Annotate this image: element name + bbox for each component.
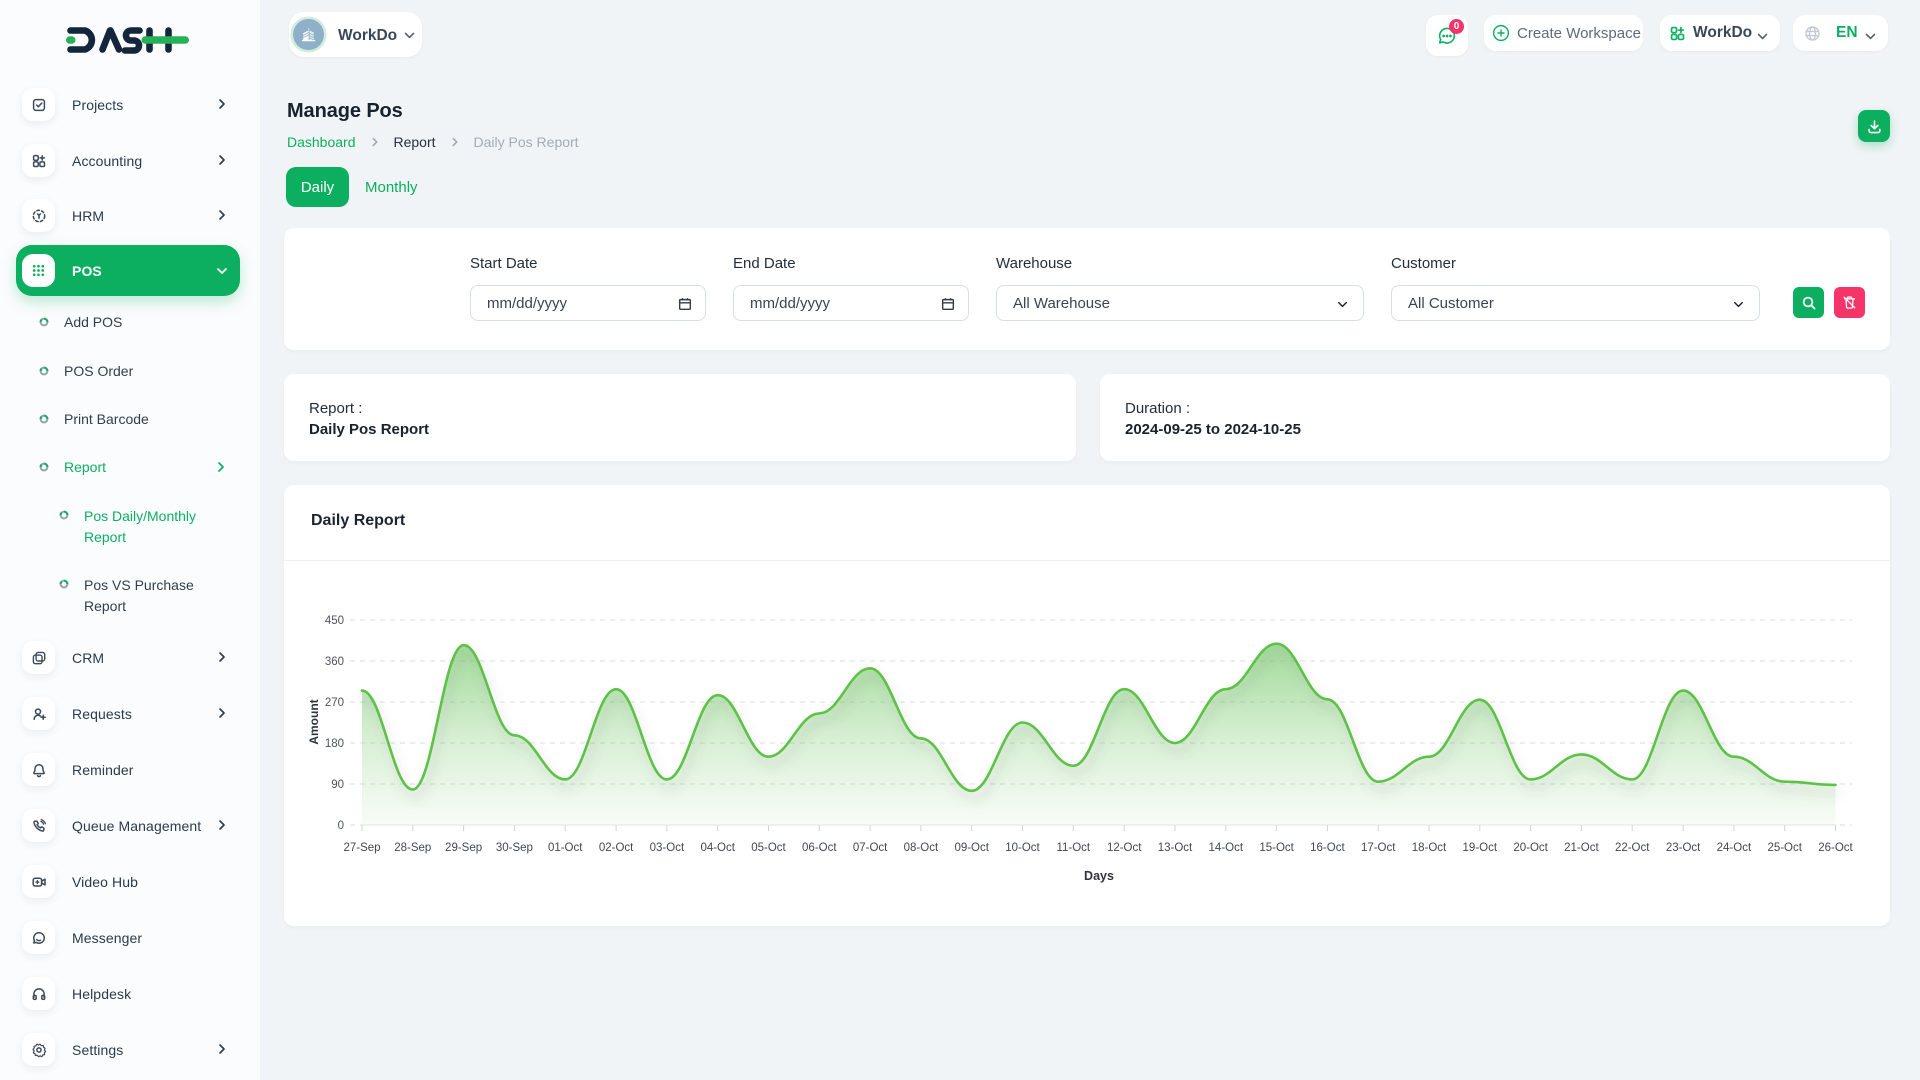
svg-text:15-Oct: 15-Oct [1259, 842, 1294, 854]
svg-text:13-Oct: 13-Oct [1158, 842, 1193, 854]
svg-text:22-Oct: 22-Oct [1615, 842, 1650, 854]
svg-text:05-Oct: 05-Oct [751, 842, 786, 854]
svg-text:Amount: Amount [307, 699, 321, 744]
svg-text:18-Oct: 18-Oct [1412, 842, 1447, 854]
svg-text:26-Oct: 26-Oct [1818, 842, 1853, 854]
svg-text:12-Oct: 12-Oct [1107, 842, 1142, 854]
svg-text:01-Oct: 01-Oct [548, 842, 583, 854]
svg-text:90: 90 [331, 779, 344, 791]
svg-text:28-Sep: 28-Sep [394, 842, 431, 854]
svg-text:27-Sep: 27-Sep [343, 842, 380, 854]
svg-text:180: 180 [325, 738, 344, 750]
svg-text:03-Oct: 03-Oct [650, 842, 685, 854]
svg-text:14-Oct: 14-Oct [1209, 842, 1244, 854]
svg-text:25-Oct: 25-Oct [1767, 842, 1802, 854]
svg-text:29-Sep: 29-Sep [445, 842, 482, 854]
svg-text:17-Oct: 17-Oct [1361, 842, 1396, 854]
svg-text:270: 270 [325, 697, 344, 709]
svg-text:06-Oct: 06-Oct [802, 842, 837, 854]
svg-text:Days: Days [1084, 869, 1114, 883]
svg-text:0: 0 [338, 820, 344, 832]
svg-text:24-Oct: 24-Oct [1717, 842, 1752, 854]
svg-text:04-Oct: 04-Oct [700, 842, 735, 854]
svg-text:21-Oct: 21-Oct [1564, 842, 1599, 854]
svg-text:19-Oct: 19-Oct [1463, 842, 1498, 854]
svg-text:450: 450 [325, 615, 344, 627]
svg-text:09-Oct: 09-Oct [954, 842, 989, 854]
svg-text:360: 360 [325, 656, 344, 668]
svg-text:11-Oct: 11-Oct [1056, 842, 1090, 854]
svg-text:20-Oct: 20-Oct [1513, 842, 1548, 854]
svg-text:07-Oct: 07-Oct [853, 842, 888, 854]
svg-text:30-Sep: 30-Sep [496, 842, 533, 854]
svg-text:16-Oct: 16-Oct [1310, 842, 1345, 854]
svg-text:10-Oct: 10-Oct [1005, 842, 1040, 854]
svg-text:02-Oct: 02-Oct [599, 842, 634, 854]
svg-text:23-Oct: 23-Oct [1666, 842, 1701, 854]
svg-text:08-Oct: 08-Oct [904, 842, 939, 854]
